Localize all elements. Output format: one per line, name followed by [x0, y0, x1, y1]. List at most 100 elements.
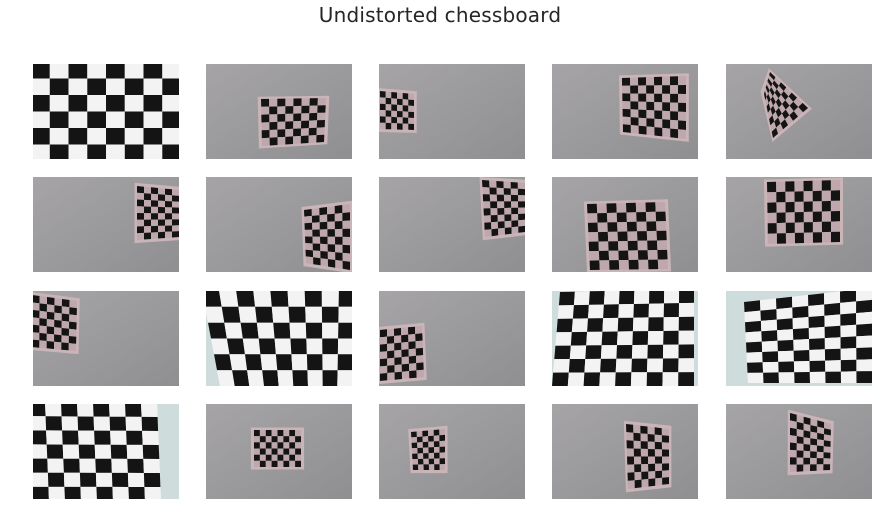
- chess-square: [663, 303, 679, 318]
- chess-square: [840, 336, 857, 349]
- chess-square: [777, 339, 794, 352]
- chess-square: [670, 85, 678, 94]
- chess-square: [678, 344, 694, 359]
- chess-square: [663, 344, 679, 359]
- chess-square: [482, 187, 490, 195]
- chess-square: [408, 93, 414, 100]
- chess-square: [415, 333, 423, 342]
- chess-square: [641, 471, 649, 480]
- chess-square: [245, 354, 263, 371]
- chess-square: [775, 107, 782, 118]
- chess-square: [109, 404, 126, 417]
- chess-square: [586, 331, 603, 346]
- chess-square: [511, 201, 519, 208]
- chess-square: [678, 358, 694, 373]
- chess-square: [338, 306, 352, 323]
- chess-square: [273, 322, 291, 339]
- chess-square: [47, 297, 55, 306]
- chess-square: [68, 336, 77, 344]
- chess-square: [662, 110, 671, 120]
- chess-square: [422, 441, 429, 448]
- chess-square: [402, 117, 409, 124]
- chessboard-image-14-svg: [552, 291, 698, 386]
- chess-square: [144, 232, 151, 240]
- chess-square: [654, 93, 663, 103]
- chess-square: [656, 221, 667, 231]
- chess-square: [796, 429, 804, 438]
- chess-square: [657, 259, 668, 270]
- chess-square: [618, 241, 629, 251]
- chess-square: [49, 144, 69, 159]
- chess-square: [645, 202, 656, 212]
- chess-square: [63, 472, 81, 487]
- chess-square: [573, 291, 590, 306]
- chess-square: [322, 354, 338, 371]
- chess-square: [242, 338, 261, 355]
- chess-square: [254, 436, 260, 443]
- chess-square: [206, 306, 225, 323]
- chess-square: [334, 213, 343, 222]
- chess-square: [746, 352, 763, 363]
- chess-square: [61, 299, 70, 308]
- chess-square: [269, 106, 278, 115]
- chessboard-image-16: [33, 404, 179, 499]
- chess-square: [125, 404, 142, 417]
- chess-square: [387, 365, 395, 373]
- chessboard-image-10: [726, 177, 872, 272]
- chess-square: [824, 302, 841, 316]
- chess-square: [416, 355, 424, 364]
- chess-square: [812, 221, 822, 233]
- chess-square: [776, 191, 786, 203]
- chess-square: [790, 435, 797, 444]
- chess-square: [274, 338, 292, 355]
- chessboard-image-13-svg: [379, 291, 525, 386]
- chess-square: [265, 436, 272, 443]
- chess-square: [655, 456, 662, 464]
- chess-square: [627, 240, 638, 251]
- chess-square: [762, 351, 779, 363]
- chess-square: [327, 259, 336, 268]
- chess-square: [840, 348, 857, 361]
- chess-square: [165, 201, 172, 208]
- chess-square: [654, 127, 663, 137]
- chess-square: [46, 444, 64, 459]
- chess-square: [792, 295, 809, 308]
- chess-square: [283, 442, 290, 449]
- chess-square: [158, 231, 165, 239]
- chess-square: [54, 327, 62, 336]
- chess-square: [408, 123, 414, 130]
- chess-square: [408, 326, 416, 335]
- chess-square: [172, 189, 179, 196]
- chess-square: [768, 99, 774, 110]
- chess-square: [856, 311, 872, 325]
- chess-square: [387, 357, 395, 366]
- chess-square: [793, 361, 810, 373]
- chess-square: [342, 204, 350, 213]
- chess-square: [327, 206, 335, 215]
- chess-square: [484, 222, 492, 230]
- chess-square: [95, 458, 112, 473]
- chess-square: [790, 449, 797, 458]
- chess-square: [172, 201, 179, 208]
- chess-square: [504, 227, 512, 235]
- chess-square: [305, 306, 323, 323]
- chess-square: [776, 202, 786, 213]
- chess-square: [640, 425, 648, 434]
- chess-square: [630, 125, 639, 134]
- chess-square: [670, 76, 678, 86]
- chess-square: [287, 291, 306, 307]
- chess-square: [772, 92, 779, 102]
- chess-square: [810, 464, 817, 471]
- chess-square: [439, 429, 445, 436]
- chess-square: [790, 413, 797, 422]
- chess-square: [342, 212, 350, 221]
- chess-square: [511, 214, 519, 221]
- chess-square: [646, 372, 663, 386]
- chess-square: [778, 113, 785, 124]
- chess-square: [224, 322, 243, 339]
- chess-square: [821, 200, 831, 212]
- chess-square: [840, 324, 857, 338]
- chess-square: [295, 460, 301, 467]
- chessboard-image-19: [552, 404, 698, 499]
- chess-square: [127, 458, 144, 473]
